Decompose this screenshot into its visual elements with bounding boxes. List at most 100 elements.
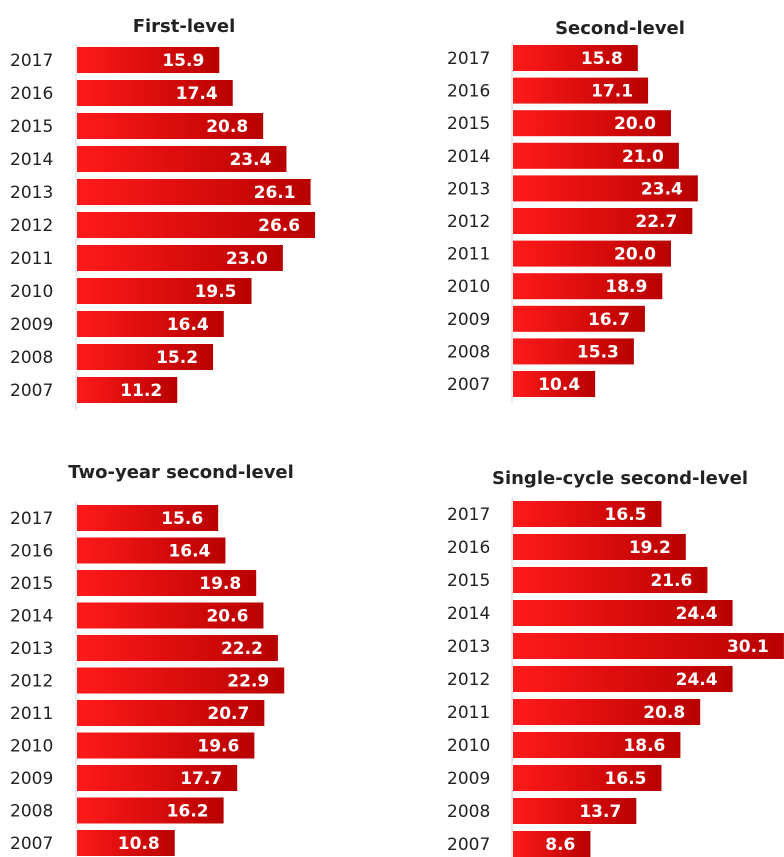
value-label: 23.4 [229,150,271,170]
value-label: 16.5 [605,505,647,525]
value-label: 19.8 [199,574,241,594]
year-tick-label: 2011 [10,704,53,724]
value-label: 15.6 [161,509,203,529]
value-label: 19.5 [195,282,237,302]
value-label: 16.7 [588,310,630,330]
bar [513,567,708,593]
bar [77,700,265,726]
value-label: 15.2 [156,348,198,368]
bar [513,338,634,365]
value-label: 16.2 [167,802,209,822]
year-tick-label: 2009 [10,315,53,335]
year-tick-label: 2008 [447,802,490,822]
bar [77,570,257,596]
year-tick-label: 2013 [10,639,53,659]
year-tick-label: 2014 [447,147,490,167]
year-tick-label: 2008 [10,348,53,368]
year-tick-label: 2010 [10,737,53,757]
value-label: 16.5 [605,769,647,789]
year-tick-label: 2007 [10,381,53,401]
bar [77,146,287,172]
value-label: 19.2 [629,538,671,558]
year-tick-label: 2010 [10,282,53,302]
value-label: 22.2 [221,639,263,659]
value-label: 16.4 [168,542,210,562]
bar [513,273,663,300]
value-label: 22.7 [635,212,677,232]
year-tick-label: 2011 [10,249,53,269]
value-label: 18.6 [623,736,665,756]
year-tick-label: 2014 [10,150,53,170]
bar [513,305,645,332]
value-label: 20.8 [206,117,248,137]
value-label: 10.4 [538,375,580,395]
value-label: 16.4 [167,315,209,335]
value-label: 11.2 [120,381,162,401]
value-label: 26.1 [254,183,296,203]
year-tick-label: 2012 [10,672,53,692]
year-tick-label: 2012 [447,212,490,232]
bar [77,212,316,238]
chart-panel-first-level: First-level 2017 15.9 2016 17.4 2015 20.8 2014… [10,16,316,410]
value-label: 21.6 [650,571,692,591]
bar [77,537,226,564]
value-label: 23.4 [641,179,683,199]
bar [77,47,220,73]
bar [77,602,264,629]
bar [513,501,662,527]
year-tick-label: 2015 [10,574,53,594]
year-tick-label: 2017 [447,49,490,69]
bar [77,635,278,661]
bar [513,732,681,758]
bar [77,732,255,759]
value-label: 23.0 [226,249,268,269]
chart-panel-two-year-second-level: Two-year second-level 2017 15.6 2016 16.4 20… [10,462,294,857]
bar [513,600,733,626]
bar [513,666,733,692]
year-tick-label: 2015 [447,114,490,134]
bar [513,175,698,202]
chart-panel-second-level: Second-level 2017 15.8 2016 17.1 2015 20.0 201… [447,18,698,404]
value-label: 17.1 [591,82,633,102]
chart-title: Single-cycle second-level [492,468,748,489]
year-tick-label: 2011 [447,703,490,723]
bar [513,765,662,791]
value-label: 17.7 [180,769,222,789]
bar [513,110,671,137]
bar [77,765,238,791]
bar [513,831,591,857]
value-label: 20.0 [614,114,656,134]
value-label: 24.4 [676,604,718,624]
bar [77,113,264,139]
bar [77,179,311,205]
year-tick-label: 2014 [10,607,53,627]
year-tick-label: 2011 [447,245,490,265]
year-tick-label: 2009 [447,769,490,789]
value-label: 15.8 [581,49,623,69]
year-tick-label: 2017 [10,51,53,71]
value-label: 24.4 [676,670,718,690]
year-tick-label: 2008 [447,342,490,362]
value-label: 20.6 [206,607,248,627]
bar [513,77,649,104]
year-tick-label: 2016 [10,542,53,562]
year-tick-label: 2016 [447,82,490,102]
value-label: 26.6 [258,216,300,236]
bar [77,667,285,694]
year-tick-label: 2012 [447,670,490,690]
bar [77,344,214,370]
chart-panel-single-cycle-second-level: Single-cycle second-level 2017 16.5 2016 19… [447,468,784,857]
bar [513,45,638,71]
year-tick-label: 2008 [10,802,53,822]
year-tick-label: 2013 [447,637,490,657]
year-tick-label: 2013 [447,179,490,199]
chart-title: Second-level [555,18,685,39]
year-tick-label: 2009 [10,769,53,789]
bar [77,505,219,531]
value-label: 15.3 [577,342,619,362]
bar [77,278,252,304]
bar [513,798,637,824]
value-label: 20.8 [643,703,685,723]
value-label: 19.6 [197,737,239,757]
